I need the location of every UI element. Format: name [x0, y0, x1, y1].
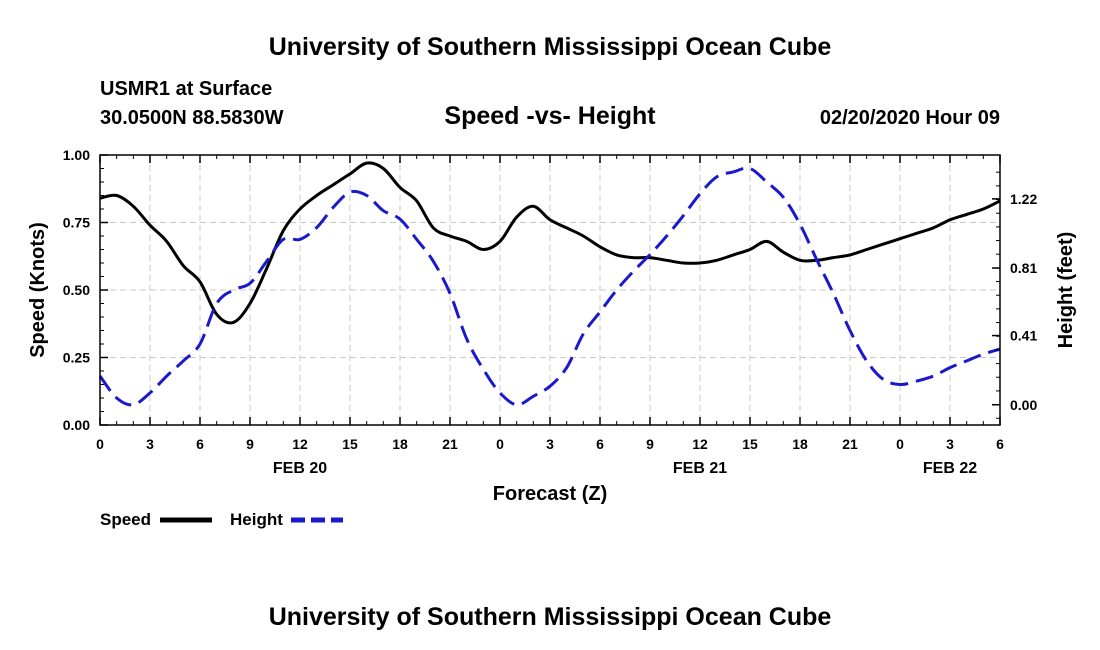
x-tick-label: 3	[546, 436, 554, 452]
x-tick-label: 9	[646, 436, 654, 452]
x-tick-label: 15	[342, 436, 358, 452]
series-layer	[98, 161, 1001, 407]
date-label: FEB 22	[923, 460, 977, 477]
series-line-speed	[99, 161, 1001, 325]
y2-tick-label: 0.00	[1010, 397, 1037, 413]
bottom-title: University of Southern Mississippi Ocean…	[269, 603, 832, 631]
legend-label-speed: Speed	[100, 510, 151, 529]
x-tick-label: 9	[246, 436, 254, 452]
y-tick-label: 0.25	[63, 350, 90, 366]
x-tick-label: 0	[896, 436, 904, 452]
x-tick-label: 3	[146, 436, 154, 452]
x-tick-label: 6	[996, 436, 1004, 452]
y2-tick-label: 0.41	[1010, 328, 1037, 344]
datetime-label: 02/20/2020 Hour 09	[820, 107, 1000, 129]
x-tick-label: 0	[96, 436, 104, 452]
y2-tick-label: 1.22	[1010, 191, 1037, 207]
x-tick-label: 6	[196, 436, 204, 452]
y-tick-label: 0.50	[63, 282, 90, 298]
legend-label-height: Height	[230, 510, 283, 529]
top-title: University of Southern Mississippi Ocean…	[269, 33, 832, 61]
grid	[100, 155, 1000, 425]
date-label: FEB 21	[673, 460, 727, 477]
x-axis-title: Forecast (Z)	[493, 483, 607, 505]
y-tick-label: 1.00	[63, 147, 90, 163]
coordinates-label: 30.0500N 88.5830W	[100, 107, 284, 129]
date-label: FEB 20	[273, 460, 327, 477]
x-tick-label: 12	[692, 436, 708, 452]
x-tick-label: 0	[496, 436, 504, 452]
x-tick-label: 15	[742, 436, 758, 452]
x-tick-label: 21	[842, 436, 858, 452]
x-tick-label: 18	[392, 436, 408, 452]
tick-labels: 0 3 6 9 12 15 18 21 0 3 6 9 12 15 18 21 0 3 6 FEB 20 FEB 21 F…	[63, 147, 1038, 477]
station-label: USMR1 at Surface	[100, 78, 272, 100]
x-tick-label: 3	[946, 436, 954, 452]
x-tick-label: 6	[596, 436, 604, 452]
y-tick-label: 0.75	[63, 215, 90, 231]
y2-tick-label: 0.81	[1010, 260, 1037, 276]
x-tick-label: 21	[442, 436, 458, 452]
chart-title: Speed -vs- Height	[444, 102, 656, 130]
x-tick-label: 18	[792, 436, 808, 452]
y-tick-label: 0.00	[63, 417, 90, 433]
x-tick-label: 12	[292, 436, 308, 452]
series-line-height	[98, 166, 1001, 407]
legend: Speed Height	[100, 510, 343, 529]
ticks	[99, 154, 1001, 426]
y-axis-title: Speed (Knots)	[27, 222, 49, 358]
y2-axis-title: Height (feet)	[1055, 232, 1077, 349]
